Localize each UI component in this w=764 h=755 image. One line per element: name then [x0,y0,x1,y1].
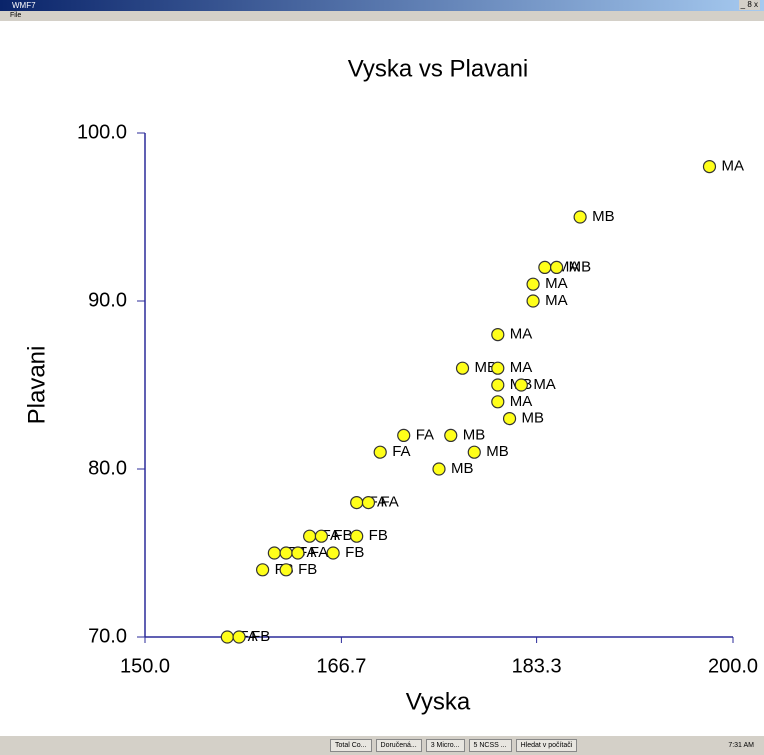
point [527,295,539,307]
point [315,530,327,542]
point [398,429,410,441]
point-label: MA [545,275,568,292]
x-tick-label: 200.0 [708,655,758,677]
point [268,547,280,559]
point [527,278,539,290]
chart: Vyska vs Plavani Vyska Plavani 150.0 166.… [0,21,764,735]
point-label: FB [251,628,270,645]
point-label: MA [721,158,744,175]
screen: WMF7 _ 8 x File Vyska vs Plavani Vyska P… [0,0,764,755]
menu-item[interactable]: File [10,12,21,19]
point [351,497,363,509]
point [492,396,504,408]
point-label: FA [310,544,328,561]
point [468,446,480,458]
point-label: MA [510,326,533,343]
menu-bar: File [0,11,764,21]
point [539,261,551,273]
point-label: MB [522,410,545,427]
x-tick-label: 183.3 [512,655,562,677]
point [304,530,316,542]
x-tick-label: 166.7 [316,655,366,677]
point-label: MB [569,258,592,275]
point-label: MB [463,426,486,443]
point [492,379,504,391]
y-tick-label: 80.0 [88,457,127,479]
point [433,463,445,475]
point [221,631,233,643]
point-label: MA [510,359,533,376]
point-label: MA [533,376,556,393]
point [257,564,269,576]
point [292,547,304,559]
point-label: MB [592,208,615,225]
point-label: FB [369,527,388,544]
point [703,161,715,173]
point [445,429,457,441]
point [327,547,339,559]
point-label: MA [510,393,533,410]
point-label: FA [380,494,398,511]
point-label: MA [545,292,568,309]
search-box[interactable]: Hledat v počítači [516,739,578,752]
point [280,547,292,559]
x-axis-label: Vyska [406,688,471,715]
point [515,379,527,391]
window-controls[interactable]: _ 8 x [739,0,760,10]
point [362,497,374,509]
point [233,631,245,643]
y-tick-label: 100.0 [77,121,127,143]
point [492,362,504,374]
clock: 7:31 AM [724,740,758,751]
point-label: FA [416,426,434,443]
task-button[interactable]: Doručená... [376,739,422,752]
point [492,329,504,341]
point-label: FB [333,527,352,544]
point [504,413,516,425]
window-title: WMF7 [12,0,36,11]
point [574,211,586,223]
point [280,564,292,576]
y-tick-label: 70.0 [88,625,127,647]
point [551,261,563,273]
y-axis-label: Plavani [23,346,50,425]
point [351,530,363,542]
point [374,446,386,458]
point-label: MB [451,460,474,477]
task-button[interactable]: 5 NCSS ... [469,739,512,752]
point-label: FB [298,561,317,578]
point [457,362,469,374]
y-tick-label: 90.0 [88,289,127,311]
point-label: FA [392,443,410,460]
title-bar: WMF7 _ 8 x [0,0,764,11]
task-button[interactable]: 3 Micro... [426,739,465,752]
point-label: FB [345,544,364,561]
chart-title: Vyska vs Plavani [348,55,529,82]
taskbar: Total Co... Doručená... 3 Micro... 5 NCS… [0,735,764,755]
task-button[interactable]: Total Co... [330,739,372,752]
x-tick-label: 150.0 [120,655,170,677]
point-label: MB [486,443,509,460]
